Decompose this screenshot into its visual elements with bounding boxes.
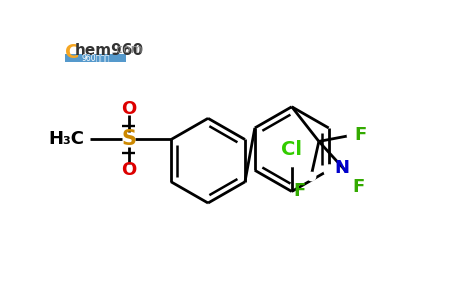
Text: O: O (121, 100, 136, 118)
Text: F: F (293, 182, 306, 200)
Text: S: S (121, 130, 136, 149)
Text: F: F (355, 126, 367, 144)
Text: Cl: Cl (281, 140, 302, 159)
Text: F: F (352, 178, 365, 196)
Text: .com: .com (113, 43, 144, 56)
Text: 960化工网: 960化工网 (82, 53, 110, 62)
Text: N: N (334, 159, 349, 177)
Text: O: O (121, 161, 136, 179)
Text: C: C (65, 43, 80, 62)
FancyBboxPatch shape (65, 54, 126, 62)
Text: H₃C: H₃C (48, 130, 84, 149)
Text: hem960: hem960 (75, 43, 144, 58)
